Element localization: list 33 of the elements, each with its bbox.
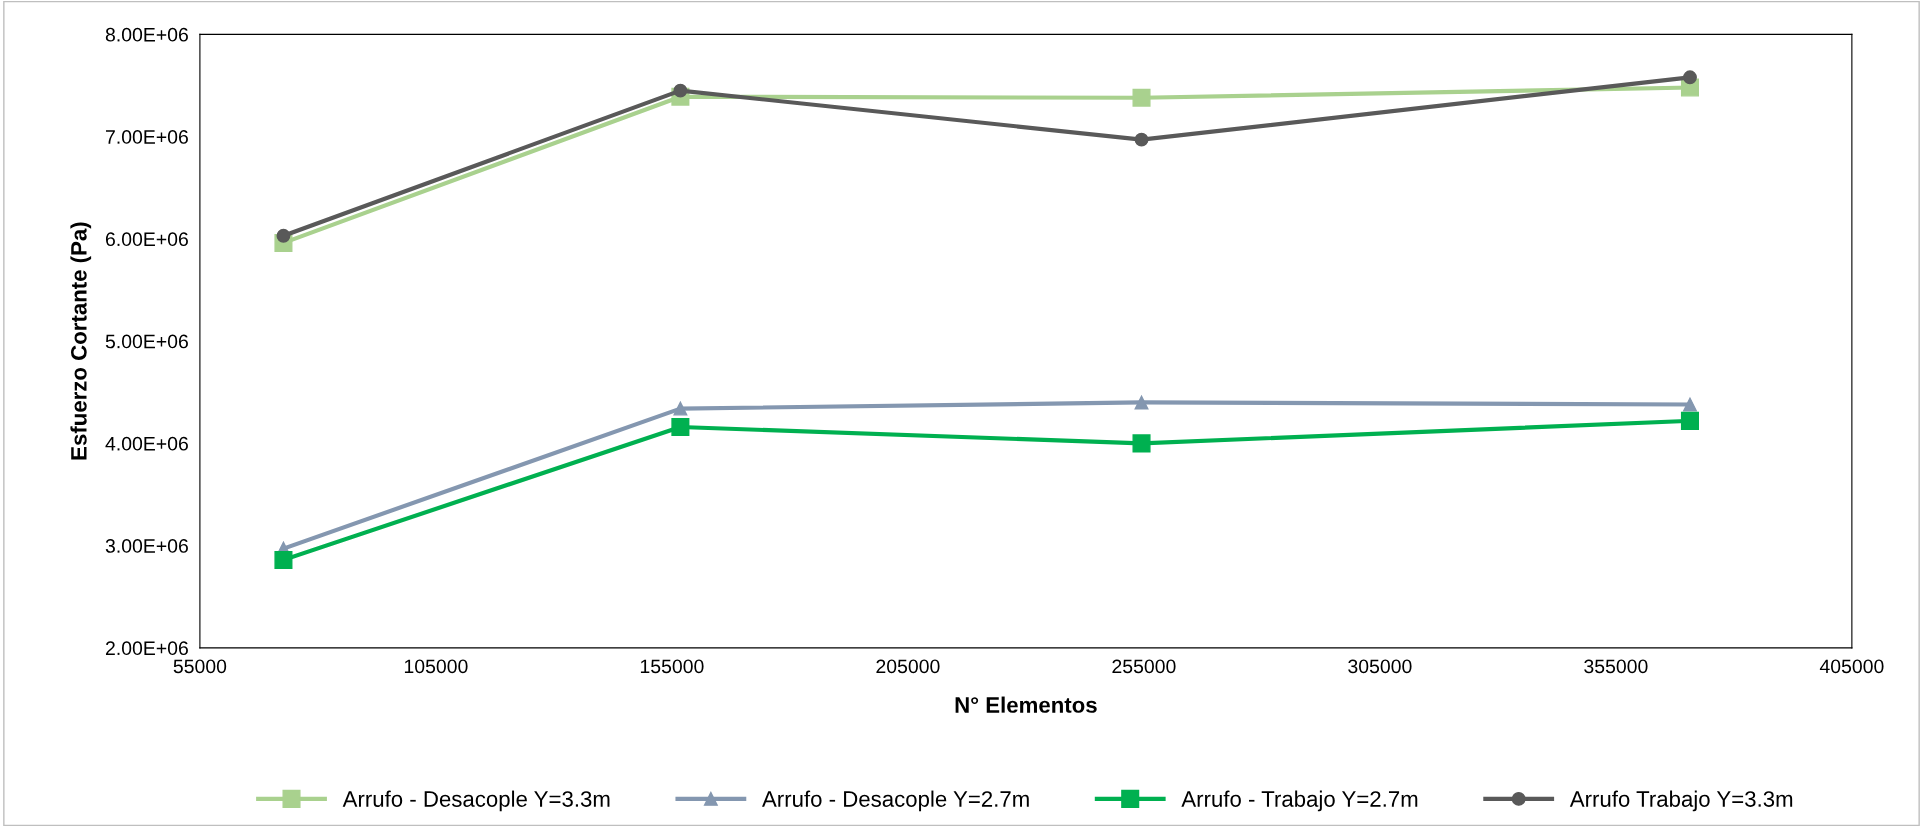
- legend-label: Arrufo - Desacople Y=2.7m: [762, 790, 1029, 812]
- legend-label: Arrufo Trabajo Y=3.3m: [1569, 790, 1793, 812]
- y-tick-label: 2.00E+06: [105, 641, 188, 656]
- point: [1132, 88, 1151, 107]
- point: [671, 417, 690, 437]
- x-tick-label: 405000: [1819, 659, 1884, 674]
- point: [1132, 434, 1151, 453]
- point: [1680, 411, 1700, 430]
- x-tick-label: 255000: [1112, 659, 1176, 674]
- point: [1683, 397, 1697, 412]
- point: [1134, 395, 1149, 410]
- point: [1683, 70, 1697, 85]
- y-tick-label: 5.00E+06: [105, 334, 188, 349]
- y-tick-label: 3.00E+06: [105, 539, 188, 553]
- x-axis-title: N° Elementos: [955, 696, 1097, 713]
- y-tick-label: 8.00E+06: [105, 27, 188, 42]
- y-tick-label: 7.00E+06: [106, 130, 188, 144]
- y-axis-title: Esfuerzo Cortante (Pa): [70, 222, 92, 460]
- point: [673, 83, 688, 98]
- y-tick-label: 4.00E+06: [105, 436, 188, 451]
- legend-label: Arrufo - Desacople Y=3.3m: [342, 790, 610, 812]
- x-tick-label: 355000: [1584, 659, 1648, 674]
- y-tick-label: 6.00E+06: [105, 232, 188, 247]
- x-tick-label: 205000: [876, 659, 940, 674]
- point: [673, 401, 688, 416]
- point: [274, 550, 293, 569]
- x-tick-label: 105000: [404, 659, 468, 674]
- point: [276, 228, 291, 243]
- point: [1134, 132, 1149, 147]
- x-tick-label: 305000: [1348, 659, 1412, 674]
- legend-label: Arrufo - Trabajo Y=2.7m: [1181, 790, 1418, 812]
- x-tick-label: 155000: [640, 659, 704, 674]
- x-tick-label: 55000: [173, 659, 227, 674]
